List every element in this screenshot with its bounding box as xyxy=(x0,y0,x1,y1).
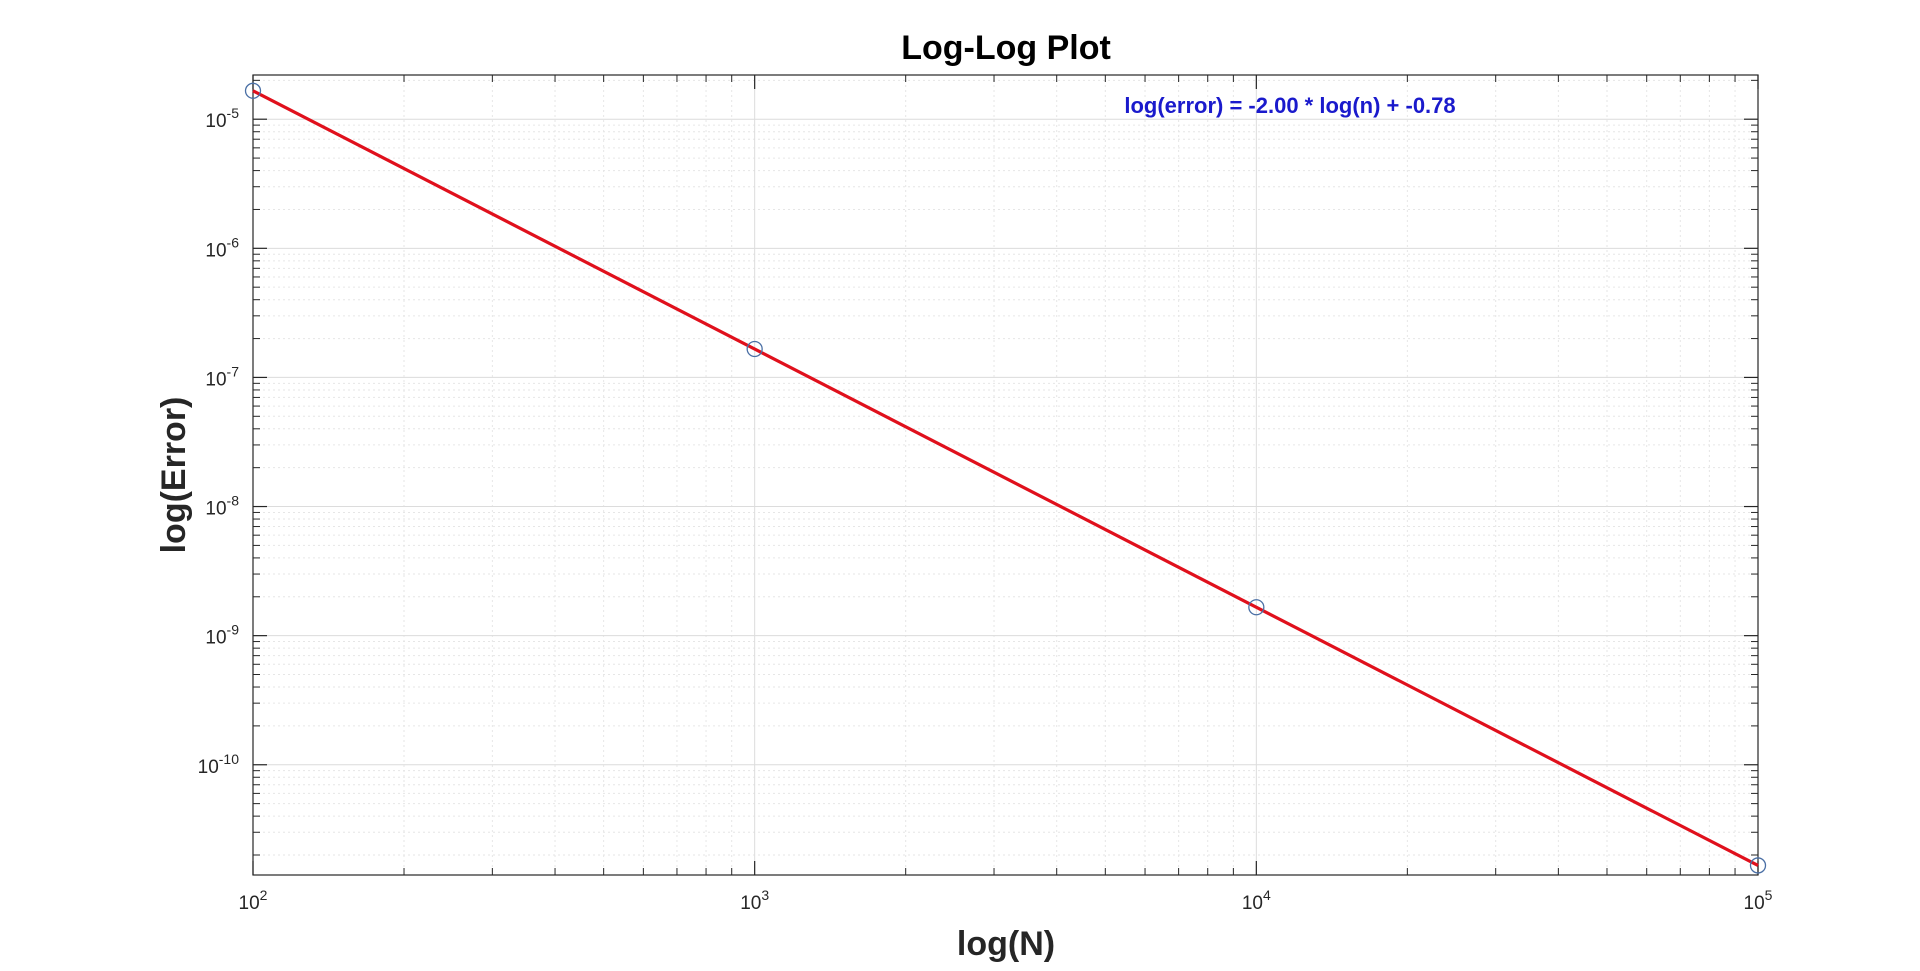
x-tick-label: 102 xyxy=(239,887,268,914)
minor-grid xyxy=(253,75,1758,875)
major-grid xyxy=(252,75,1759,875)
chart-title: Log-Log Plot xyxy=(901,29,1111,67)
axis-ticks xyxy=(252,75,1759,875)
x-tick-label: 103 xyxy=(740,887,769,914)
plot-area-frame xyxy=(252,74,1759,876)
y-tick-label: 10-8 xyxy=(205,493,239,520)
data-point-marker xyxy=(244,82,262,99)
x-axis-label: log(N) xyxy=(957,925,1055,963)
x-tick-labels: 102 103 104 105 xyxy=(239,887,1773,914)
y-tick-label: 10-5 xyxy=(205,105,239,132)
fit-line xyxy=(252,89,1759,867)
data-point-marker xyxy=(1248,599,1265,616)
y-axis-label: log(Error) xyxy=(155,397,193,554)
y-tick-label: 10-9 xyxy=(205,622,239,649)
data-point-marker xyxy=(746,340,763,358)
y-tick-label: 10-10 xyxy=(198,751,240,778)
series-layer xyxy=(244,82,1767,874)
y-tick-labels: 10-5 10-6 10-7 10-8 10-9 10-10 xyxy=(198,105,240,778)
x-tick-label: 105 xyxy=(1744,887,1773,914)
fit-equation-annotation: log(error) = -2.00 * log(n) + -0.78 xyxy=(1124,93,1455,118)
data-point-marker xyxy=(1749,857,1767,874)
x-tick-label: 104 xyxy=(1242,887,1271,914)
y-tick-label: 10-7 xyxy=(205,363,239,390)
y-tick-label: 10-6 xyxy=(205,234,239,261)
